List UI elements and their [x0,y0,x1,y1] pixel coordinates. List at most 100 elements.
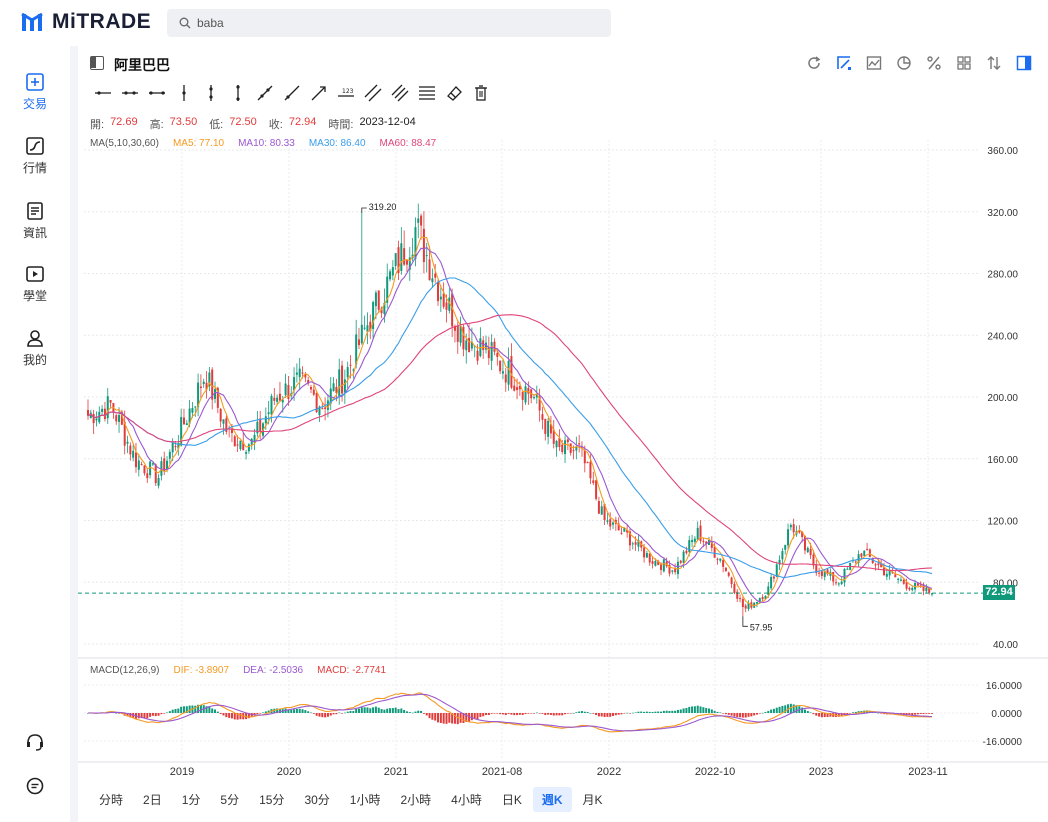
ohlc-readout: 開: 72.69 高: 73.50 低: 72.50 收: 72.94 時間: 2023-… [90,116,416,132]
macd-bar [245,713,248,720]
macd-bar [812,713,815,715]
sidebar-item-me[interactable]: 我的 [0,328,70,368]
sort-icon[interactable] [984,53,1004,73]
x-tick-label: 2022 [597,766,621,778]
vertical-segment-icon[interactable] [198,82,223,104]
macd-bar [784,705,787,713]
draw-mode-icon[interactable] [834,53,854,73]
sidebar-item-news[interactable]: 資訊 [0,201,70,241]
chart-panel: 阿里巴巴 123 開: 72.69 高: 73.50 低: 72.50 收: 72.94… [78,46,1048,822]
period-3[interactable]: 5分 [220,793,240,807]
period-7[interactable]: 2小時 [400,793,432,807]
candle-body [600,506,603,515]
macd-bar [168,711,171,713]
refresh-icon[interactable] [804,53,824,73]
candle-body [129,445,132,455]
panel-collapse-icon[interactable] [90,56,104,70]
x-tick-label: 2023 [809,766,833,778]
macd-bar [341,713,344,714]
price-chart[interactable]: 360.00 320.00 280.00 240.00 200.00 160.00 120.… [78,130,1048,780]
trash-icon[interactable] [468,82,493,104]
candle-body [123,421,126,446]
candle-body [753,602,756,608]
vertical-line-icon[interactable] [225,82,250,104]
candle-body [304,373,307,378]
period-10[interactable]: 週K [532,787,572,812]
macd-bar [233,713,236,720]
candle-body [654,560,657,566]
macd-bar [925,713,928,714]
macd-bar [465,713,468,722]
macd-bar [394,707,397,713]
arrow-line-icon[interactable] [306,82,331,104]
candle-body [561,444,564,452]
macd-bar [637,711,640,713]
period-6[interactable]: 1小時 [349,793,381,807]
logo[interactable]: MiTRADE [20,10,151,34]
candle-body [730,577,733,584]
candle-body [569,443,572,453]
candle-body [564,440,567,455]
period-5[interactable]: 30分 [304,793,330,807]
macd-bar [614,713,617,716]
search-input[interactable]: baba [167,9,611,37]
horizontal-line-icon[interactable] [144,82,169,104]
triple-lines-icon[interactable] [387,82,412,104]
macd-bar [778,706,781,713]
macd-bar [908,713,911,716]
period-9[interactable]: 日K [501,793,522,807]
period-8[interactable]: 4小時 [451,793,482,807]
candle-body [103,408,106,420]
period-4[interactable]: 15分 [259,793,285,807]
candle-body [420,215,423,226]
fibonacci-icon[interactable] [414,82,439,104]
macd-bar [916,713,919,715]
period-11[interactable]: 月K [582,793,603,807]
period-0[interactable]: 分時 [99,793,124,807]
panel-toggle-icon[interactable] [1014,53,1034,73]
ray-line-icon[interactable] [279,82,304,104]
macd-bar [428,713,431,719]
pie-chart-icon[interactable] [894,53,914,73]
candle-body [363,327,366,329]
sidebar-item-learn[interactable]: 學堂 [0,264,70,304]
layout-grid-icon[interactable] [954,53,974,73]
macd-bar [561,713,564,716]
candle-body [312,389,315,395]
macd-bar [764,712,767,713]
percent-icon[interactable] [924,53,944,73]
price-line-icon[interactable]: 123 [333,82,358,104]
sidebar-item-trade[interactable]: 交易 [0,72,70,112]
candle-body [476,350,479,361]
ma5-line [87,236,933,607]
vertical-ray-icon[interactable] [171,82,196,104]
candle-body [355,334,358,365]
candle-body [823,570,826,577]
macd-bar [408,712,411,713]
candle-body [575,446,578,451]
candle-body [349,364,352,366]
macd-bar [708,708,711,713]
macd-bar [366,707,369,713]
period-2[interactable]: 1分 [181,793,201,807]
period-1[interactable]: 2日 [143,793,162,807]
candle-body [487,347,490,359]
chat-button[interactable] [0,776,70,796]
candle-body [908,587,911,590]
support-button[interactable] [0,732,70,752]
candle-body [188,408,191,424]
candle-body [521,391,524,400]
macd-bar [767,710,770,713]
time-value: 2023-12-04 [359,116,416,128]
horizontal-segment-icon[interactable] [117,82,142,104]
eraser-icon[interactable] [441,82,466,104]
indicator-icon[interactable] [864,53,884,73]
sidebar-item-market[interactable]: 行情 [0,136,70,176]
trend-line-icon[interactable] [252,82,277,104]
candle-body [482,340,485,351]
candle-body [820,571,823,576]
horizontal-ray-icon[interactable] [90,82,115,104]
svg-text:123: 123 [342,88,354,95]
parallel-channel-icon[interactable] [360,82,385,104]
mitrade-logo-icon [21,12,43,31]
